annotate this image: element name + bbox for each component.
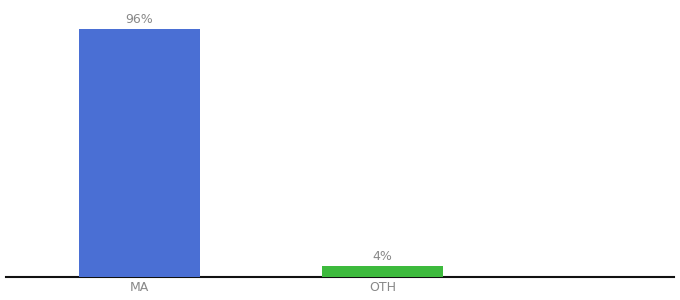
Text: 4%: 4% <box>373 250 392 263</box>
Bar <box>78 29 200 277</box>
Text: 96%: 96% <box>125 13 153 26</box>
Bar <box>322 266 443 277</box>
